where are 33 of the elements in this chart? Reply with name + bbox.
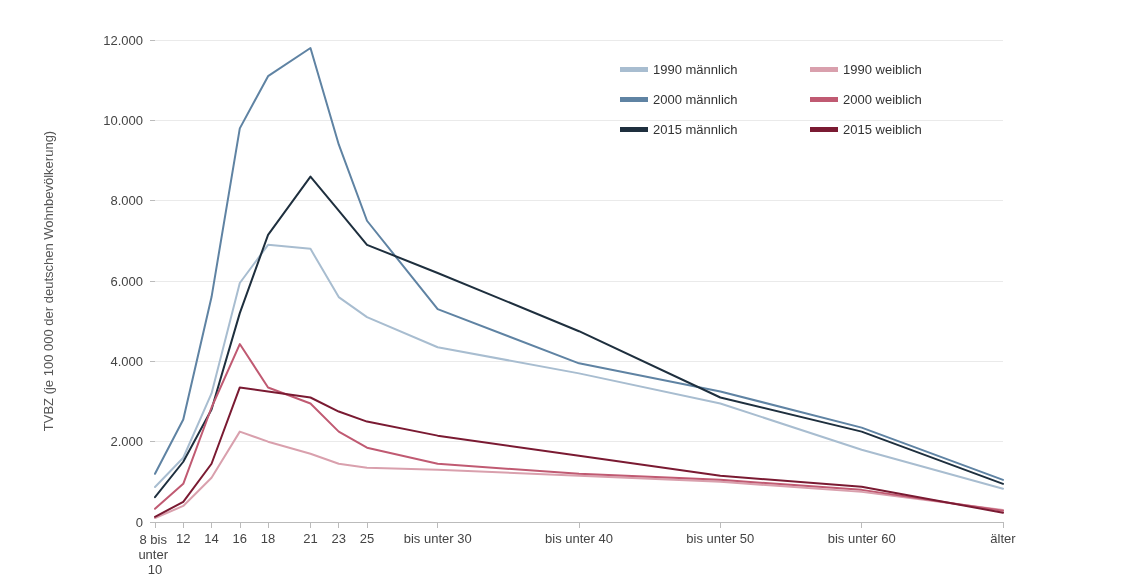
line-series — [154, 343, 1004, 512]
x-tick-label: bis unter 50 — [686, 531, 755, 546]
x-tick-label: 21 — [303, 531, 318, 546]
x-tick-label: bis unter 60 — [827, 531, 896, 546]
y-tick-label: 0 — [135, 514, 143, 530]
x-tick-label: 8 bis unter 10 — [138, 532, 172, 577]
y-tick-label: 8.000 — [110, 193, 143, 209]
line-series — [154, 386, 1004, 518]
y-tick-label: 6.000 — [110, 273, 143, 289]
legend-label: 2015 weiblich — [843, 122, 922, 137]
legend-label: 2000 männlich — [653, 92, 738, 107]
x-tick-label: 23 — [331, 531, 346, 546]
line-series — [154, 47, 1004, 481]
legend-label: 1990 männlich — [653, 62, 738, 77]
line-series — [154, 175, 1004, 499]
y-tick-label: 10.000 — [103, 112, 143, 128]
line-series — [154, 430, 1004, 519]
x-tick-label: 25 — [359, 531, 375, 546]
legend-label: 2015 männlich — [653, 122, 738, 137]
x-tick-label: älter — [990, 531, 1017, 546]
y-axis-title: TVBZ (je 100 000 der deutschen Wohnbevölkerung) — [41, 130, 56, 432]
x-tick-label: 14 — [204, 531, 219, 546]
x-tick-label: bis unter 30 — [403, 531, 472, 546]
y-tick-label: 12.000 — [103, 32, 143, 48]
y-tick-label: 2.000 — [110, 434, 143, 450]
legend-label: 1990 weiblich — [843, 62, 922, 77]
x-tick-label: 16 — [232, 531, 248, 546]
legend-label: 2000 weiblich — [843, 92, 922, 107]
line-series — [154, 243, 1004, 490]
x-tick-label: bis unter 40 — [545, 531, 613, 546]
x-tick-label: 12 — [176, 531, 191, 546]
y-tick-label: 4.000 — [110, 353, 143, 369]
x-tick-label: 18 — [260, 531, 276, 546]
